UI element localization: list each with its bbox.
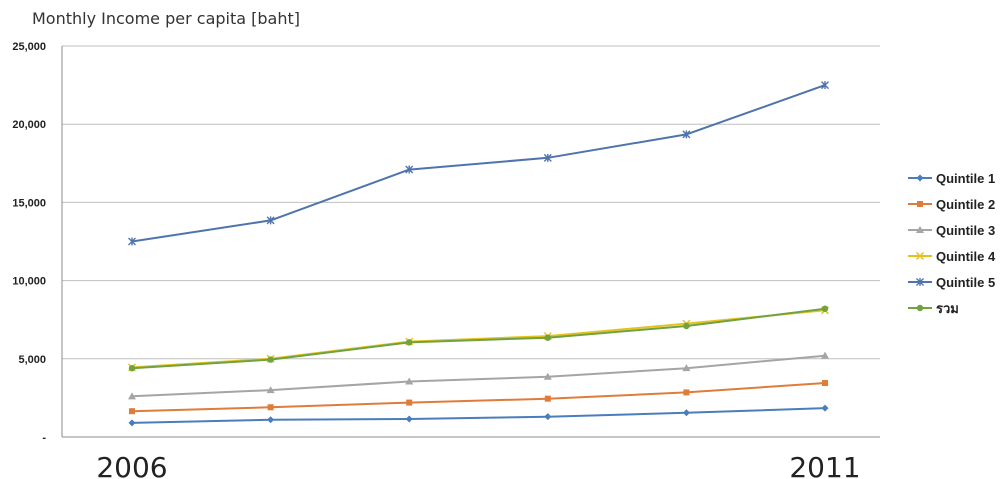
data-point [544,395,551,402]
data-point [544,334,551,341]
legend-item: Quintile 3 [908,223,995,238]
series-line [131,407,826,424]
legend-item: Quintile 2 [908,197,995,212]
data-point [128,419,136,427]
y-axis-tick-labels: - 5,000 10,000 15,000 20,000 25,000 [12,41,46,444]
data-point [544,413,552,421]
legend: Quintile 1 Quintile 2 Quintile 3 Quintile 4… [908,171,996,316]
y-tick-label: 5,000 [18,354,46,366]
legend-label: รวม [936,301,959,316]
legend-item: Quintile 1 [908,171,995,186]
legend-item: Quintile 5 [908,275,995,290]
data-point [543,372,552,380]
x-tick-label: 2006 [96,451,167,479]
data-point [266,386,275,394]
data-point [405,415,413,423]
axes [61,46,880,438]
data-point [821,81,829,90]
series-line [131,307,826,370]
legend-item: รวม [908,301,959,316]
series-line [131,84,826,243]
y-tick-label: 20,000 [12,119,46,131]
data-point [128,392,136,400]
series-lines [127,81,830,427]
legend-label: Quintile 3 [936,223,995,238]
legend-marker [917,201,923,207]
data-point [267,416,275,424]
data-point [683,322,690,330]
series-6 [128,305,829,372]
data-point [682,409,690,417]
data-point [405,377,414,385]
data-point [405,165,414,174]
legend-item: Quintile 4 [908,249,996,264]
x-axis-tick-labels: 2006 2011 [96,451,860,479]
data-point [682,130,691,139]
data-point [267,404,274,411]
chart-title: Monthly Income per capita [baht] [32,9,300,28]
series-3 [128,351,829,400]
data-point [129,408,135,415]
series-1 [128,404,829,427]
y-tick-label: - [42,432,46,444]
y-tick-label: 10,000 [12,276,46,288]
data-point [543,153,552,162]
legend-label: Quintile 5 [936,275,995,290]
legend-marker [916,278,924,286]
series-line [131,354,826,398]
legend-label: Quintile 4 [936,249,996,264]
legend-marker [915,251,925,261]
data-point [682,364,691,372]
x-tick-label: 2011 [789,451,860,479]
gridlines [62,45,880,360]
data-point [821,305,829,312]
data-point [821,404,829,412]
series-5 [128,81,829,246]
data-point [822,380,828,387]
data-point [406,399,413,406]
data-point [821,351,829,359]
data-point [406,339,413,346]
y-tick-label: 15,000 [12,197,46,209]
y-tick-label: 25,000 [12,41,46,53]
data-point [267,356,274,363]
series-2 [129,380,828,415]
data-point [266,216,275,225]
legend-label: Quintile 1 [936,171,995,186]
legend-marker [916,174,924,182]
legend-marker [916,304,924,312]
data-point [683,389,690,396]
legend-label: Quintile 2 [936,197,995,212]
series-line [131,382,826,413]
data-point [128,364,136,372]
data-point [128,237,136,246]
legend-marker [916,226,924,233]
